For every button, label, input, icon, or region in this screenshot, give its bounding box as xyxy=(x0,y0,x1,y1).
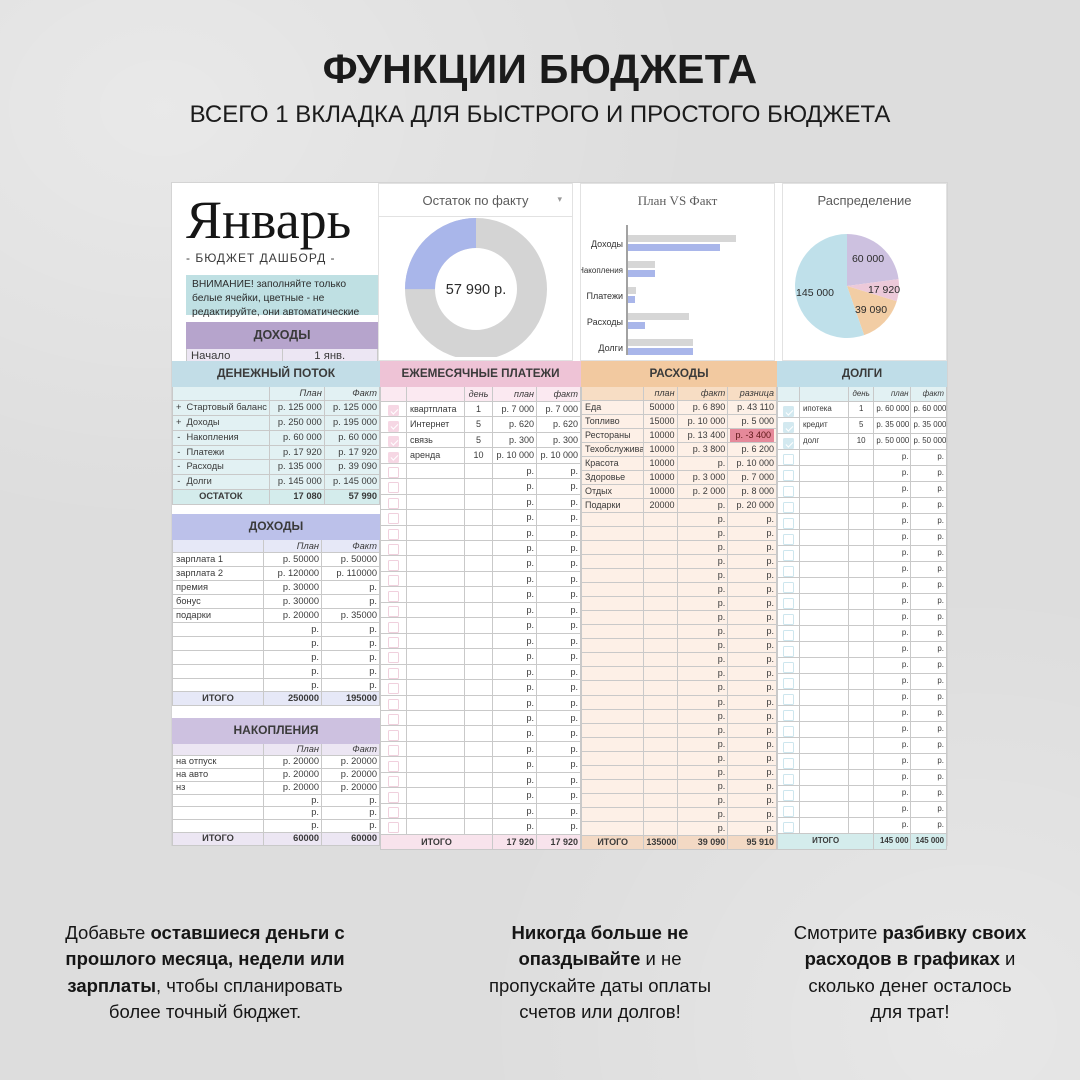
svg-text:145 000: 145 000 xyxy=(796,287,834,299)
svg-text:Доходы: Доходы xyxy=(591,239,623,249)
svg-text:Долги: Долги xyxy=(598,343,623,353)
svg-text:60 000: 60 000 xyxy=(852,253,884,265)
svg-text:Накопления: Накопления xyxy=(581,266,623,275)
svg-text:Расходы: Расходы xyxy=(587,317,623,327)
svg-text:39 090: 39 090 xyxy=(855,304,887,316)
svg-text:17 920: 17 920 xyxy=(868,284,900,296)
svg-text:Платежи: Платежи xyxy=(586,291,623,301)
svg-text:57 990 р.: 57 990 р. xyxy=(446,282,506,298)
